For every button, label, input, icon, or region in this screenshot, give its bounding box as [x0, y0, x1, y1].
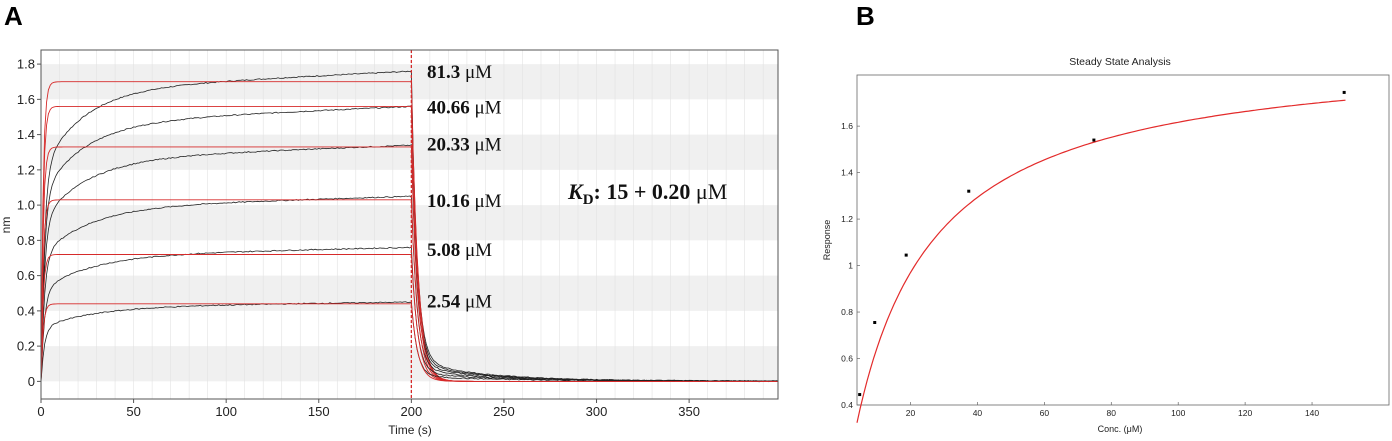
x-tick-label: 150 — [308, 404, 330, 419]
data-point — [904, 253, 908, 257]
y-tick-label: 0.6 — [17, 268, 35, 283]
concentration-labels: 81.3 μM 40.66 μM 20.33 μM 10.16 μM 5.08 μM 2.… — [427, 62, 502, 312]
y-tick-label: 0.8 — [841, 307, 853, 317]
data-points — [858, 90, 1346, 397]
chart-title: Steady State Analysis — [1069, 56, 1171, 68]
data-point — [1092, 138, 1096, 142]
y-tick-label: 1.4 — [17, 127, 35, 142]
x-tick-label: 250 — [493, 404, 515, 419]
x-tick-label: 60 — [1040, 408, 1050, 418]
x-tick-label: 50 — [126, 404, 140, 419]
data-point — [858, 393, 862, 397]
measured-curve — [40, 195, 779, 383]
x-tick-label: 350 — [678, 404, 700, 419]
x-tick-label: 200 — [401, 404, 423, 419]
data-point — [1342, 90, 1346, 94]
y-tick-label: 1.0 — [17, 198, 35, 213]
concentration-label: 2.54 μM — [427, 291, 492, 312]
x-axis-label-b: Conc. (μM) — [1098, 424, 1143, 434]
concentration-label: 40.66 μM — [427, 97, 502, 118]
x-tick-label: 0 — [37, 404, 44, 419]
background-band — [41, 134, 778, 170]
y-tick-label: 1.6 — [841, 121, 853, 131]
x-tick-label: 100 — [215, 404, 237, 419]
data-point — [873, 321, 877, 324]
y-tick-label: 1.2 — [841, 214, 853, 224]
y-tick-label: 0 — [28, 374, 35, 389]
background-band — [41, 275, 778, 311]
x-tick-label: 20 — [906, 408, 916, 418]
y-tick-label: 1.2 — [17, 162, 35, 177]
fit-curve — [856, 99, 1346, 423]
concentration-label: 81.3 μM — [427, 62, 492, 83]
concentration-label: 10.16 μM — [427, 191, 502, 212]
fit-curve — [40, 303, 778, 382]
x-tick-label: 80 — [1107, 408, 1117, 418]
panel-a-letter: A — [4, 1, 23, 31]
y-tick-label: 0.2 — [17, 339, 35, 354]
y-axis-label: nm — [0, 217, 13, 234]
y-tick-label: 1 — [848, 261, 853, 271]
y-tick-label: 1.4 — [841, 168, 853, 178]
x-tick-label: 140 — [1305, 408, 1319, 418]
concentration-label: 5.08 μM — [427, 240, 492, 261]
x-axis-label: Time (s) — [388, 423, 432, 437]
steady-state-chart: Steady State Analysis 20 40 60 80 100 120 140 0… — [822, 56, 1390, 434]
kd-annotation: KD: 15 + 0.20 μM — [567, 179, 727, 208]
data-point — [967, 189, 971, 193]
background-bands — [41, 64, 778, 382]
panel-b-letter: B — [856, 1, 875, 31]
x-axis-ticks: 0 50 100 150 200 250 300 350 — [37, 399, 700, 419]
y-tick-label: 0.6 — [841, 354, 853, 364]
plot-frame — [40, 49, 779, 400]
background-band — [41, 205, 778, 241]
y-tick-label: 1.8 — [17, 57, 35, 72]
axis-ticks-b: 20 40 60 80 100 120 140 0.4 0.6 0.8 1 1.2 1.4 1.6 — [841, 121, 1319, 418]
binding-kinetics-chart: 0 0.2 0.4 0.6 0.8 1.0 1.2 1.4 1.6 1.8 0 50 100 150 20… — [0, 49, 779, 437]
x-tick-label: 40 — [973, 408, 983, 418]
x-tick-label: 120 — [1238, 408, 1252, 418]
plot-frame-b — [856, 74, 1390, 406]
y-tick-label: 0.4 — [17, 303, 35, 318]
concentration-label: 20.33 μM — [427, 134, 502, 155]
y-axis-ticks: 0 0.2 0.4 0.6 0.8 1.0 1.2 1.4 1.6 1.8 — [17, 57, 41, 389]
sensorgram-curves — [40, 50, 779, 399]
y-tick-label: 0.8 — [17, 233, 35, 248]
background-band — [41, 346, 778, 382]
y-tick-label: 0.4 — [841, 400, 853, 410]
x-tick-label: 300 — [586, 404, 608, 419]
x-tick-label: 100 — [1171, 408, 1185, 418]
y-axis-label-b: Response — [822, 220, 832, 261]
y-tick-label: 1.6 — [17, 92, 35, 107]
